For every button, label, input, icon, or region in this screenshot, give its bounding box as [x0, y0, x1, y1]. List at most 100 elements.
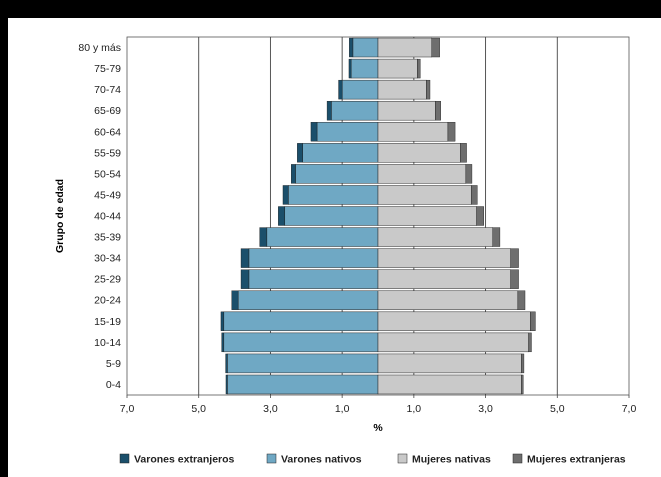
bar-varones-nativos-20-24: [237, 290, 379, 310]
bar-mujeres-nativas-65-69: [377, 100, 436, 121]
bar-varones-nativos-45-49: [288, 185, 379, 205]
bar-mujeres-extranjeras-70-74: [426, 79, 431, 100]
bar-mujeres-nativas-20-24: [377, 290, 519, 310]
bar-varones-nativos-70-74: [341, 79, 379, 100]
legend-label-varones-extranjeros: Varones extranjeros: [134, 454, 235, 466]
bar-varones-nativos-30-34: [248, 248, 379, 268]
x-tick-label-7: 7,0: [622, 403, 637, 415]
legend-swatch-mujeres-extranjeras: [512, 453, 523, 464]
bar-varones-extranjeros-20-24: [231, 290, 239, 310]
bar-varones-extranjeros-40-44: [278, 206, 285, 226]
legend-swatch-varones-extranjeros: [119, 453, 130, 464]
bar-varones-extranjeros-80-y-mas: [349, 37, 354, 58]
y-tick-label-50-54: 50-54: [94, 168, 121, 180]
bar-varones-nativos-15-19: [223, 311, 379, 332]
bar-varones-nativos-50-54: [295, 164, 379, 184]
bar-mujeres-nativas-15-19: [377, 311, 531, 332]
bar-varones-extranjeros-50-54: [291, 164, 296, 184]
bar-mujeres-nativas-5-9: [377, 353, 522, 374]
legend: Varones extranjeros Varones nativos Mujere…: [119, 453, 626, 466]
bar-varones-extranjeros-0-4: [225, 374, 228, 395]
y-tick-label-0-4: 0-4: [106, 379, 121, 391]
bar-varones-nativos-80-y-mas: [352, 37, 379, 58]
x-tick-label-0: 7,0: [120, 403, 135, 415]
x-tick-label-3: 1,0: [335, 403, 350, 415]
y-tick-label-35-39: 35-39: [94, 232, 121, 244]
bar-mujeres-nativas-45-49: [377, 185, 472, 205]
bar-mujeres-extranjeras-60-64: [447, 122, 456, 142]
bar-mujeres-nativas-80-y-mas: [377, 37, 433, 58]
bar-varones-extranjeros-25-29: [240, 269, 250, 289]
legend-label-mujeres-extranjeras: Mujeres extranjeras: [527, 454, 626, 466]
bar-mujeres-nativas-60-64: [377, 122, 449, 142]
y-tick-label-5-9: 5-9: [106, 358, 121, 370]
bar-varones-nativos-10-14: [223, 332, 379, 353]
bar-varones-nativos-0-4: [227, 374, 379, 395]
bar-varones-extranjeros-30-34: [240, 248, 250, 268]
chart-frame: 0-4 5-9 10-14 15-19 20-24 25-29 30-34 35-39 40-4…: [8, 18, 661, 477]
x-tick-label-1: 5,0: [191, 403, 206, 415]
y-tick-label-70-74: 70-74: [94, 84, 121, 96]
x-tick-label-5: 3,0: [478, 403, 493, 415]
bar-mujeres-extranjeras-40-44: [476, 206, 484, 226]
y-tick-label-20-24: 20-24: [94, 295, 121, 307]
bar-mujeres-extranjeras-35-39: [492, 227, 501, 247]
legend-label-varones-nativos: Varones nativos: [281, 454, 362, 466]
bar-mujeres-nativas-10-14: [377, 332, 529, 353]
y-tick-label-30-34: 30-34: [94, 253, 121, 265]
bar-mujeres-extranjeras-0-4: [521, 374, 524, 395]
bar-mujeres-nativas-40-44: [377, 206, 477, 226]
y-tick-label-15-19: 15-19: [94, 316, 121, 328]
y-tick-label-10-14: 10-14: [94, 337, 121, 349]
x-tick-label-6: 5,0: [550, 403, 565, 415]
x-tick-label-4: 1,0: [407, 403, 422, 415]
bar-varones-extranjeros-70-74: [338, 79, 343, 100]
population-pyramid-chart: 0-4 5-9 10-14 15-19 20-24 25-29 30-34 35-39 40-4…: [54, 36, 636, 466]
legend-label-mujeres-nativas: Mujeres nativas: [412, 454, 491, 466]
bar-mujeres-nativas-75-79: [377, 58, 418, 79]
y-tick-label-25-29: 25-29: [94, 274, 121, 286]
bar-mujeres-nativas-50-54: [377, 164, 467, 184]
bar-varones-extranjeros-35-39: [259, 227, 268, 247]
bar-mujeres-extranjeras-10-14: [528, 332, 532, 353]
y-tick-label-55-59: 55-59: [94, 147, 121, 159]
y-tick-label-40-44: 40-44: [94, 211, 121, 223]
y-tick-label-65-69: 65-69: [94, 105, 121, 117]
bar-varones-extranjeros-15-19: [220, 311, 225, 331]
bar-mujeres-nativas-25-29: [377, 269, 511, 289]
bar-mujeres-extranjeras-30-34: [510, 248, 519, 268]
bar-varones-nativos-40-44: [284, 206, 379, 226]
x-tick-label-2: 3,0: [263, 403, 278, 415]
bar-mujeres-extranjeras-5-9: [521, 353, 525, 374]
bar-varones-nativos-55-59: [302, 143, 379, 163]
bar-mujeres-extranjeras-50-54: [465, 164, 473, 184]
axis-layer: 0-4 5-9 10-14 15-19 20-24 25-29 30-34 35-39 40-4…: [54, 42, 636, 434]
bar-mujeres-extranjeras-75-79: [417, 58, 421, 79]
bar-mujeres-extranjeras-45-49: [471, 185, 478, 205]
bar-varones-extranjeros-75-79: [348, 58, 352, 79]
legend-swatch-mujeres-nativas: [397, 453, 408, 464]
bar-mujeres-nativas-35-39: [377, 227, 493, 247]
bar-varones-nativos-25-29: [248, 269, 379, 289]
bar-mujeres-extranjeras-20-24: [517, 290, 526, 310]
bar-varones-nativos-75-79: [350, 58, 379, 79]
bar-varones-extranjeros-10-14: [221, 332, 225, 353]
bar-varones-nativos-65-69: [331, 100, 379, 121]
y-tick-label-75-79: 75-79: [94, 63, 121, 75]
plot-area-border: [126, 36, 630, 396]
y-tick-label-80-y-mas: 80 y más: [78, 42, 121, 54]
y-tick-label-60-64: 60-64: [94, 126, 121, 138]
bar-mujeres-extranjeras-65-69: [435, 101, 441, 121]
bar-mujeres-nativas-30-34: [377, 248, 511, 268]
bars-layer: [220, 37, 536, 395]
bar-mujeres-nativas-55-59: [377, 143, 461, 163]
bar-varones-nativos-60-64: [316, 122, 379, 142]
y-axis-title: Grupo de edad: [54, 179, 66, 253]
bar-mujeres-extranjeras-15-19: [530, 311, 536, 331]
legend-swatch-varones-nativos: [266, 453, 277, 464]
bar-mujeres-extranjeras-55-59: [460, 143, 467, 163]
y-tick-label-45-49: 45-49: [94, 189, 121, 201]
bar-varones-extranjeros-5-9: [225, 353, 228, 374]
x-axis-title: %: [373, 422, 383, 434]
bar-mujeres-nativas-0-4: [377, 374, 522, 395]
